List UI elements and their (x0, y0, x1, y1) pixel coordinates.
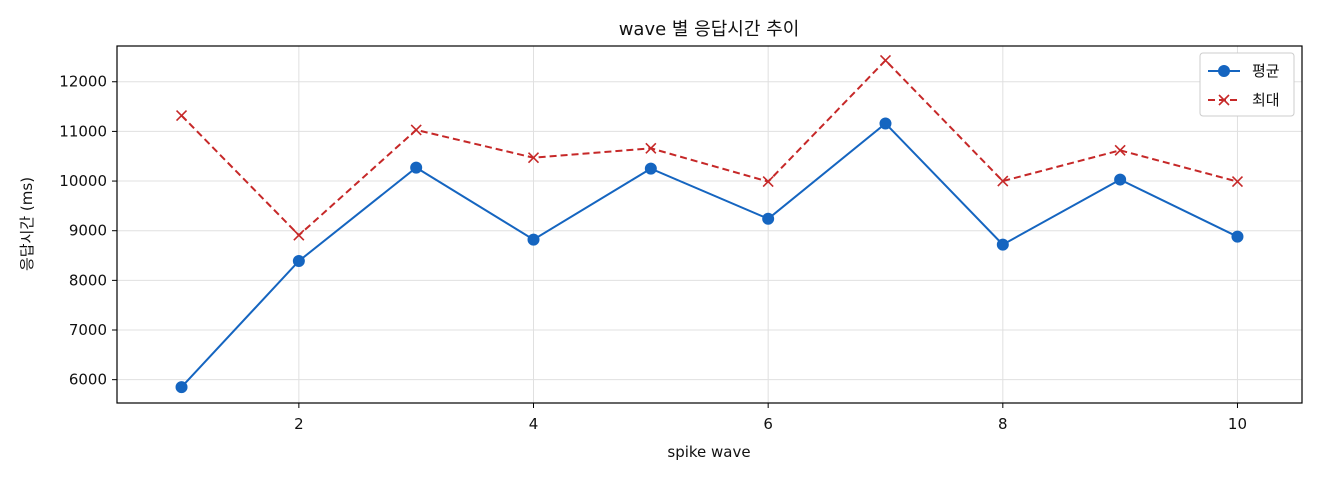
legend-item: 최대 (1208, 91, 1280, 109)
chart-title: wave 별 응답시간 추이 (619, 19, 800, 40)
x-tick-label: 4 (529, 415, 539, 433)
data-point (645, 142, 657, 154)
y-tick-label: 8000 (69, 271, 107, 289)
legend-marker (1218, 94, 1230, 106)
data-point (879, 54, 892, 66)
data-point (410, 124, 422, 136)
legend-box (1199, 52, 1295, 117)
data-point (175, 381, 188, 394)
y-tick-label: 9000 (69, 222, 107, 240)
y-tick-label: 12000 (59, 73, 107, 91)
y-tick-label: 10000 (59, 172, 107, 190)
x-tick-label: 6 (763, 415, 773, 433)
data-point (1114, 144, 1126, 156)
y-tick-label: 11000 (59, 122, 107, 140)
grid (117, 46, 1302, 403)
data-point (879, 117, 892, 130)
data-point (762, 175, 774, 188)
data-point (1231, 230, 1244, 243)
data-point (1114, 173, 1127, 186)
y-tick-label: 7000 (69, 321, 107, 339)
data-point (175, 109, 188, 122)
data-point (996, 238, 1009, 251)
data-point (997, 175, 1009, 187)
x-tick-label: 8 (998, 415, 1008, 433)
axis-ticks: 2 4 6 8 10 6000 7000 8000 9000 10000 11000 12000 (59, 73, 1247, 433)
x-axis-title: spike wave (667, 443, 750, 461)
series-line (180, 58, 1238, 237)
data-point (1231, 175, 1244, 188)
series-line (180, 122, 1238, 388)
data-point (293, 229, 305, 241)
data-point (527, 152, 540, 164)
legend-label: 평균 (1252, 62, 1280, 80)
data-point (410, 161, 423, 174)
legend-label: 최대 (1252, 91, 1280, 109)
data-point (292, 254, 305, 267)
data-point (644, 162, 657, 175)
plot-frame (116, 45, 1303, 404)
series-1 (175, 117, 1244, 394)
x-tick-label: 10 (1228, 415, 1247, 433)
legend-marker (1218, 65, 1230, 77)
x-tick-label: 2 (294, 415, 304, 433)
y-tick-label: 6000 (69, 371, 107, 389)
series-layer (175, 54, 1244, 394)
legend-item: 평균 (1208, 62, 1280, 80)
data-point (527, 233, 540, 246)
y-axis-title: 응답시간 (ms) (18, 177, 36, 271)
series-2 (175, 54, 1244, 241)
data-point (762, 212, 775, 225)
